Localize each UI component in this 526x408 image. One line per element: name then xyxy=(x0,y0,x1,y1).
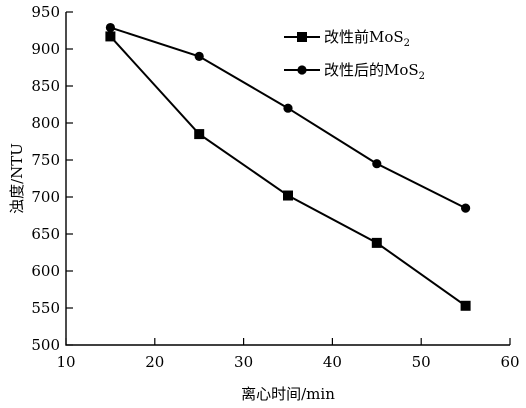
y-tick-label: 800 xyxy=(31,114,60,132)
y-tick-label: 650 xyxy=(31,225,60,243)
legend-marker-square xyxy=(297,32,307,42)
data-point-square xyxy=(194,129,205,140)
legend-entry-1: 改性后的MoS2 xyxy=(284,61,425,82)
legend-label-0-sub: 2 xyxy=(404,38,410,49)
x-tick-label: 60 xyxy=(500,353,519,371)
x-axis-ticks: 10 20 30 40 50 60 xyxy=(56,338,520,371)
series-line-1 xyxy=(110,26,467,209)
legend-label-0-base: 改性前MoS xyxy=(324,28,404,46)
y-axis-ticks: 500 550 600 650 700 750 800 850 900 950 xyxy=(31,3,73,354)
y-axis-title: 浊度/NTU xyxy=(8,143,26,214)
legend-marker-circle xyxy=(297,65,307,75)
y-tick-label: 850 xyxy=(31,77,60,95)
data-point-square xyxy=(460,300,471,311)
data-point-square xyxy=(105,31,116,42)
x-tick-label: 50 xyxy=(412,353,431,371)
data-point-square xyxy=(283,190,293,201)
y-tick-label: 950 xyxy=(31,3,60,21)
data-point-circle xyxy=(105,22,115,33)
x-tick-label: 40 xyxy=(323,353,342,371)
series-layer xyxy=(105,22,471,311)
series-0 xyxy=(105,31,471,311)
y-tick-label: 500 xyxy=(31,336,60,354)
y-tick-label: 750 xyxy=(31,151,60,169)
legend-entry-0: 改性前MoS2 xyxy=(284,28,410,49)
data-point-square xyxy=(371,237,382,248)
data-point-circle xyxy=(461,203,471,213)
legend-label-0: 改性前MoS2 xyxy=(324,28,410,49)
data-point-circle xyxy=(372,159,382,169)
legend: 改性前MoS2 改性后的MoS2 xyxy=(284,28,425,82)
data-point-circle xyxy=(194,51,204,62)
series-1 xyxy=(105,22,471,213)
y-tick-label: 900 xyxy=(31,40,60,58)
x-tick-label: 10 xyxy=(56,353,75,371)
legend-label-1-base: 改性后的MoS xyxy=(324,61,419,79)
data-point-circle xyxy=(283,103,293,113)
x-tick-label: 20 xyxy=(145,353,164,371)
y-tick-label: 600 xyxy=(31,262,60,280)
y-tick-label: 700 xyxy=(31,188,60,206)
y-tick-label: 550 xyxy=(31,299,60,317)
x-axis-title: 离心时间/min xyxy=(241,385,335,403)
legend-label-1: 改性后的MoS2 xyxy=(324,61,425,82)
legend-label-1-sub: 2 xyxy=(419,71,425,82)
x-tick-label: 30 xyxy=(234,353,253,371)
